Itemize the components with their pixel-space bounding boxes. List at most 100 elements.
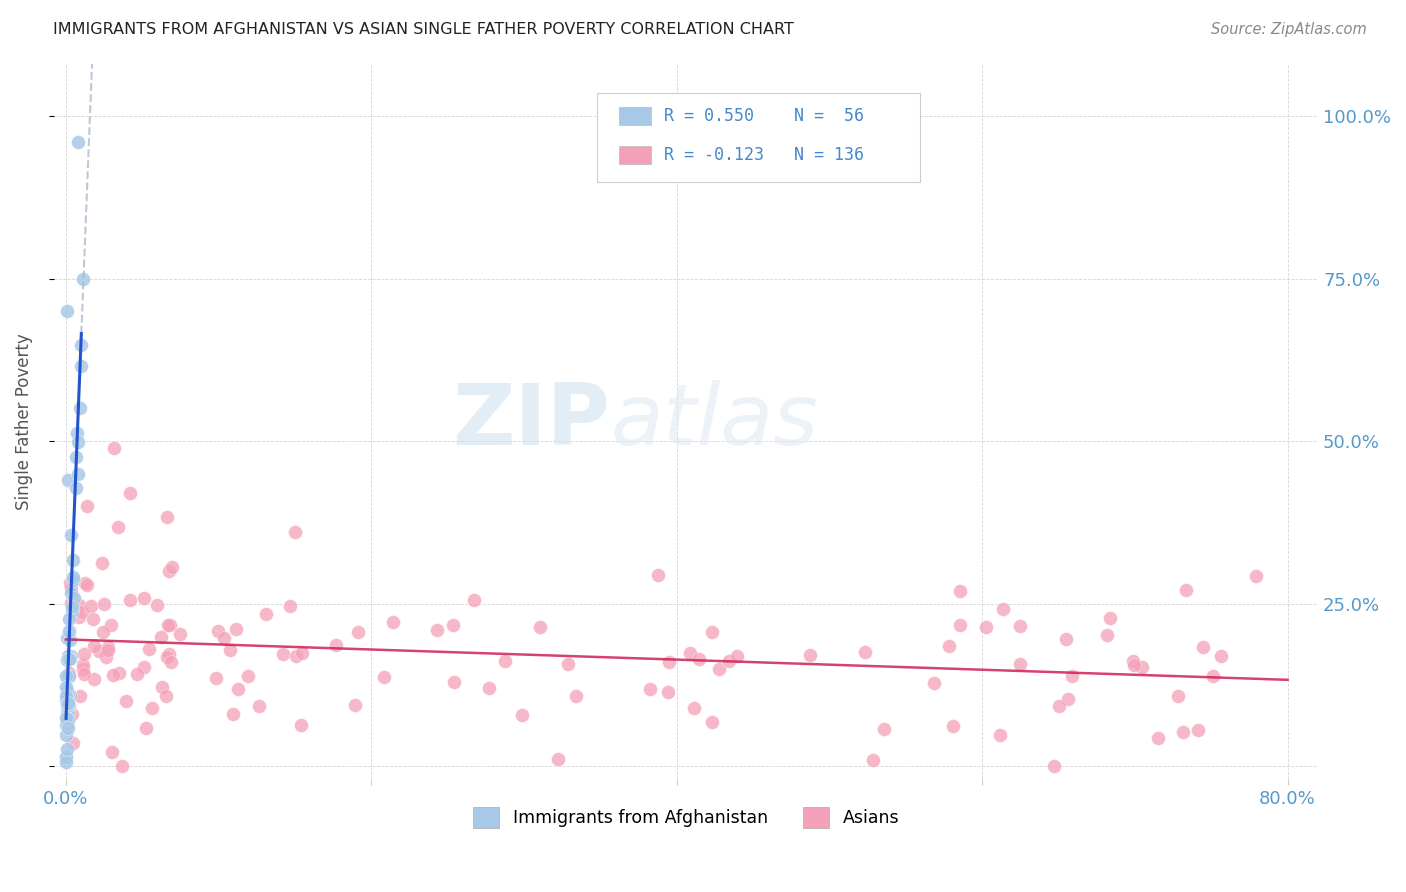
Point [1062, 669, 1084, 683]
Point [93, 624, 115, 639]
Point [107, 520, 129, 534]
Point [1171, 724, 1194, 739]
Point [58, 669, 80, 683]
Point [205, 671, 228, 685]
Point [145, 599, 167, 613]
Point [1209, 648, 1232, 663]
Point [529, 620, 551, 634]
Point [93, 597, 115, 611]
Point [72, 658, 94, 673]
Point [58, 649, 80, 664]
Point [94, 649, 117, 664]
Point [72, 271, 94, 285]
Point [942, 719, 965, 733]
Point [55, 697, 77, 711]
Point [56, 690, 79, 705]
Point [284, 525, 307, 540]
Point [69, 401, 91, 415]
Point [59, 632, 82, 647]
Point [679, 646, 702, 660]
Point [55, 750, 77, 764]
Point [1123, 657, 1146, 672]
Point [547, 751, 569, 765]
Point [60, 599, 83, 614]
Point [343, 698, 366, 712]
Point [55, 669, 77, 683]
Point [381, 615, 404, 630]
Point [271, 647, 294, 661]
Point [1122, 654, 1144, 668]
Point [56, 711, 79, 725]
Point [290, 717, 312, 731]
Point [83, 673, 105, 687]
Point [56, 699, 79, 714]
Point [62, 591, 84, 606]
Point [55, 718, 77, 732]
Point [141, 701, 163, 715]
Point [291, 646, 314, 660]
Point [66, 426, 89, 441]
Point [1054, 632, 1077, 647]
Point [478, 681, 501, 695]
Point [56, 304, 79, 318]
Point [1244, 569, 1267, 583]
Point [100, 618, 122, 632]
Point [58, 666, 80, 681]
Point [56, 653, 79, 667]
Point [58, 652, 80, 666]
Text: IMMIGRANTS FROM AFGHANISTAN VS ASIAN SINGLE FATHER POVERTY CORRELATION CHART: IMMIGRANTS FROM AFGHANISTAN VS ASIAN SIN… [53, 22, 794, 37]
Point [285, 649, 308, 664]
Point [853, 645, 876, 659]
Point [90, 556, 112, 570]
Point [82, 612, 104, 626]
Point [55, 711, 77, 725]
Point [55, 728, 77, 742]
Y-axis label: Single Father Poverty: Single Father Poverty [15, 334, 32, 510]
Point [658, 655, 681, 669]
Point [60, 586, 83, 600]
Point [135, 721, 157, 735]
Point [225, 622, 247, 636]
Point [58, 688, 80, 702]
Point [325, 638, 347, 652]
Point [62, 736, 84, 750]
FancyBboxPatch shape [619, 146, 651, 164]
Point [73, 575, 96, 590]
Point [443, 675, 465, 690]
Text: R = 0.550    N =  56: R = 0.550 N = 56 [665, 107, 865, 125]
Point [150, 680, 173, 694]
Point [1167, 689, 1189, 703]
Point [58, 612, 80, 626]
Point [160, 655, 183, 669]
Point [58, 624, 80, 638]
Point [949, 618, 972, 632]
Point [219, 642, 242, 657]
Point [56, 697, 79, 711]
Point [725, 648, 748, 663]
Point [700, 715, 723, 730]
Point [67, 467, 90, 481]
Point [657, 685, 679, 699]
Point [120, 486, 142, 500]
Text: Source: ZipAtlas.com: Source: ZipAtlas.com [1211, 22, 1367, 37]
Point [1175, 582, 1198, 597]
Point [1187, 723, 1209, 737]
Point [56, 684, 79, 698]
Point [702, 625, 724, 640]
Point [373, 670, 395, 684]
Point [56, 686, 79, 700]
Point [56, 715, 79, 730]
Point [55, 705, 77, 719]
Point [347, 624, 370, 639]
Point [120, 593, 142, 607]
Point [60, 597, 83, 611]
Point [683, 701, 706, 715]
Point [55, 689, 77, 703]
Point [55, 693, 77, 707]
Point [247, 699, 270, 714]
Point [557, 657, 579, 671]
Point [97, 643, 120, 657]
Point [1056, 691, 1078, 706]
Point [59, 528, 82, 542]
Point [103, 441, 125, 455]
